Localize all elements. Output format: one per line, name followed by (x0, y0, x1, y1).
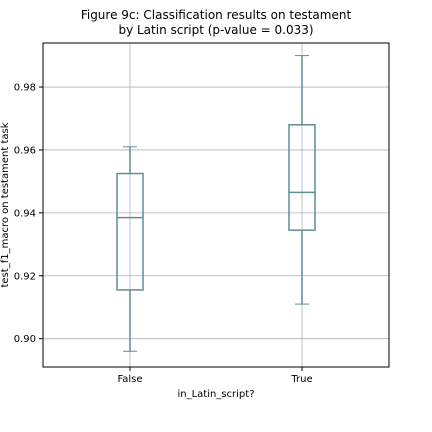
x-tick-label: True (290, 374, 312, 385)
grid-lines (43, 43, 389, 367)
iqr-box (116, 172, 144, 291)
y-tick-label: 0.90 (14, 334, 36, 345)
box-group-false (116, 146, 144, 352)
y-tick-label: 0.98 (14, 83, 36, 94)
x-tick-label: False (117, 374, 142, 385)
box-group-true (288, 55, 316, 305)
x-axis-label: in_Latin_script? (177, 389, 254, 400)
y-tick-label: 0.92 (14, 271, 36, 282)
y-tick-label: 0.96 (14, 145, 36, 156)
axis-ticks: 0.90 0.92 0.94 0.96 0.98 False True (14, 83, 313, 385)
chart-title-line-1: Figure 9c: Classification results on tes… (81, 8, 352, 22)
y-axis-label: test_f1_macro on testament task (0, 122, 11, 287)
iqr-box (288, 124, 316, 231)
plot-area-frame (42, 42, 390, 368)
box-series (116, 55, 316, 352)
y-tick-label: 0.94 (14, 208, 36, 219)
chart-title-line-2: by Latin script (p-value = 0.033) (118, 23, 313, 37)
